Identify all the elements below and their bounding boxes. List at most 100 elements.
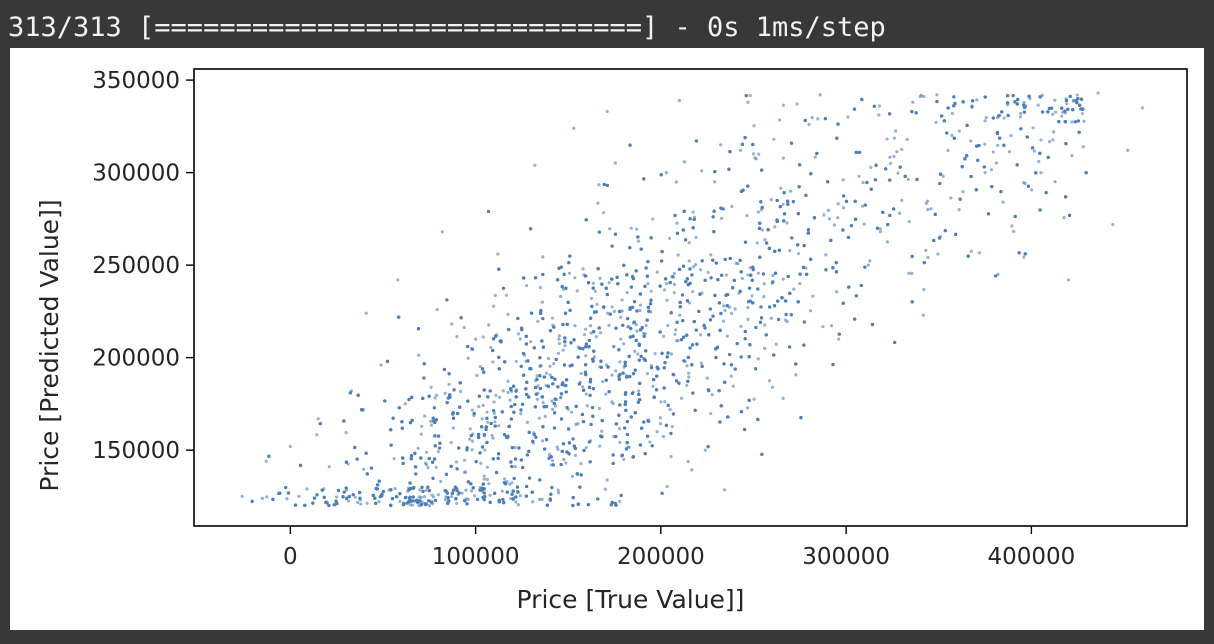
scatter-point (583, 363, 588, 367)
scatter-point (374, 501, 378, 505)
scatter-point (573, 276, 577, 280)
scatter-point (376, 483, 380, 487)
scatter-point (869, 165, 873, 170)
scatter-point (643, 332, 647, 336)
scatter-point (588, 460, 592, 464)
scatter-point (605, 478, 609, 482)
scatter-point (562, 457, 566, 462)
scatter-point (673, 332, 677, 336)
scatter-point (729, 311, 734, 316)
scatter-point (671, 372, 675, 377)
scatter-point (552, 401, 556, 406)
scatter-point (341, 495, 345, 499)
scatter-point (561, 287, 566, 291)
scatter-point (1011, 94, 1015, 98)
scatter-point (433, 444, 437, 448)
scatter-point (645, 372, 650, 376)
scatter-point (625, 441, 629, 445)
scatter-point (619, 315, 623, 320)
scatter-point (652, 377, 656, 382)
scatter-point (758, 320, 763, 324)
scatter-point (561, 348, 565, 352)
scatter-point (835, 290, 839, 294)
scatter-point (1076, 119, 1080, 123)
scatter-point (674, 379, 679, 383)
scatter-point (637, 389, 641, 393)
scatter-point (746, 317, 750, 321)
scatter-point (732, 278, 736, 282)
scatter-point (604, 286, 608, 290)
scatter-point (609, 503, 613, 507)
scatter-point (982, 165, 986, 169)
scatter-point (621, 342, 626, 346)
scatter-point (910, 271, 914, 275)
scatter-point (777, 248, 781, 252)
scatter-point (600, 282, 604, 286)
scatter-point (544, 371, 549, 375)
scatter-point (970, 105, 974, 109)
scatter-point (573, 453, 578, 458)
scatter-point (410, 395, 414, 399)
scatter-point (422, 494, 427, 499)
scatter-point (857, 150, 862, 154)
scatter-point (585, 404, 589, 408)
scatter-point (298, 463, 303, 468)
scatter-point (436, 492, 440, 497)
scatter-point (687, 371, 691, 375)
scatter-point (509, 417, 513, 421)
scatter-point (418, 488, 422, 492)
scatter-point (859, 283, 863, 288)
scatter-point (250, 499, 254, 503)
scatter-point (434, 465, 438, 469)
scatter-points (240, 91, 1145, 508)
scatter-point (624, 408, 628, 412)
scatter-point (507, 327, 511, 332)
scatter-point (770, 385, 775, 389)
scatter-point (688, 267, 692, 271)
scatter-point (530, 490, 534, 494)
scatter-point (542, 405, 546, 409)
scatter-point (613, 161, 617, 165)
scatter-point (541, 425, 545, 429)
scatter-point (758, 221, 762, 225)
scatter-point (690, 363, 694, 367)
scatter-point (778, 204, 782, 209)
scatter-point (660, 250, 664, 254)
scatter-point (781, 103, 786, 107)
scatter-point (597, 326, 601, 330)
scatter-point (721, 319, 726, 323)
scatter-point (510, 492, 514, 496)
scatter-point (1047, 140, 1052, 144)
scatter-point (686, 283, 690, 287)
scatter-point (784, 299, 788, 303)
scatter-point (625, 273, 629, 277)
scatter-point (806, 228, 811, 232)
scatter-point (813, 155, 817, 159)
scatter-point (447, 382, 451, 386)
scatter-point (470, 408, 474, 412)
scatter-point (592, 349, 596, 353)
scatter-point (497, 424, 501, 428)
scatter-point (433, 434, 437, 438)
scatter-point (691, 391, 695, 395)
scatter-point (734, 261, 738, 265)
scatter-point (429, 423, 434, 427)
scatter-point (640, 325, 644, 330)
scatter-point (1082, 119, 1086, 123)
scatter-point (936, 252, 940, 256)
scatter-point (878, 230, 883, 234)
scatter-point (943, 229, 947, 233)
scatter-point (580, 412, 585, 417)
scatter-point (878, 227, 882, 231)
scatter-point (674, 180, 678, 184)
scatter-point (559, 294, 563, 299)
scatter-point (650, 444, 654, 448)
scatter-point (533, 163, 537, 167)
scatter-point (421, 396, 425, 400)
scatter-point (665, 484, 669, 489)
scatter-point (719, 206, 723, 210)
scatter-point (705, 376, 709, 380)
scatter-point (774, 342, 778, 346)
scatter-point (571, 495, 575, 500)
scatter-point (759, 200, 763, 204)
